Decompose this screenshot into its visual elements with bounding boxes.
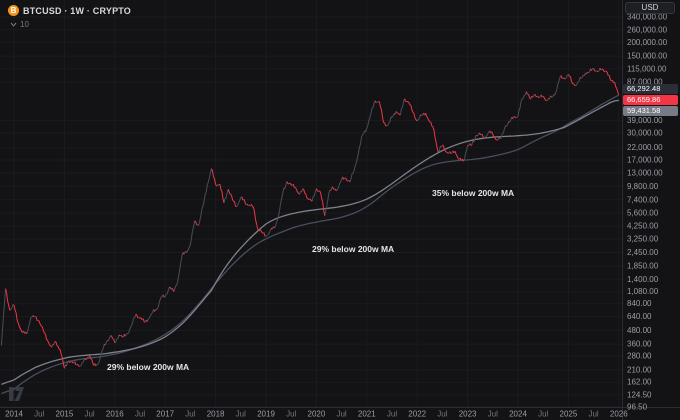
svg-text:Jul: Jul [387,410,397,419]
svg-text:840.00: 840.00 [627,299,652,308]
time-scale[interactable] [0,407,680,420]
svg-text:2020: 2020 [308,410,326,419]
svg-text:7,400.00: 7,400.00 [627,195,659,204]
svg-text:1,400.00: 1,400.00 [627,275,659,284]
svg-text:2015: 2015 [56,410,74,419]
svg-text:2019: 2019 [257,410,275,419]
svg-text:13,000.00: 13,000.00 [627,168,663,177]
indicator-legend[interactable]: 10 [10,20,29,29]
svg-text:210.00: 210.00 [627,365,652,374]
svg-text:280.00: 280.00 [627,352,652,361]
ma-fast-value-badge: 66,292.48 [623,84,678,94]
annotation-2019-drawdown: 29% below 200w MA [312,244,395,254]
svg-text:2024: 2024 [509,410,527,419]
tradingview-logo[interactable] [8,387,28,401]
svg-text:2018: 2018 [207,410,225,419]
svg-text:2014: 2014 [5,410,23,419]
svg-text:2023: 2023 [459,410,477,419]
svg-text:2022: 2022 [408,410,426,419]
svg-text:200,000.00: 200,000.00 [627,38,668,47]
svg-text:Jul: Jul [588,410,598,419]
bitcoin-icon: B [8,5,19,16]
symbol-title[interactable]: BTCUSD · 1W · CRYPTO [23,5,132,16]
svg-text:480.00: 480.00 [627,326,652,335]
svg-text:87,000.00: 87,000.00 [627,78,663,87]
svg-text:Jul: Jul [34,410,44,419]
ma-200w-value-badge: 59,431.58 [623,106,678,116]
svg-text:Jul: Jul [135,410,145,419]
svg-text:2,450.00: 2,450.00 [627,248,659,257]
svg-text:360.00: 360.00 [627,340,652,349]
svg-text:640.00: 640.00 [627,312,652,321]
svg-text:1,080.00: 1,080.00 [627,287,659,296]
last-price-badge: 66,659.86 [623,95,678,105]
svg-text:Jul: Jul [185,410,195,419]
svg-text:30,000.00: 30,000.00 [627,128,663,137]
svg-text:Jul: Jul [84,410,94,419]
svg-text:Jul: Jul [336,410,346,419]
svg-text:2016: 2016 [106,410,124,419]
svg-text:Jul: Jul [538,410,548,419]
annotation-2022-drawdown: 35% below 200w MA [432,188,515,198]
svg-text:3,250.00: 3,250.00 [627,235,659,244]
chevron-down-icon [10,22,17,27]
price-scale[interactable]: USD 66,292.48 66,659.86 59,431.58 [622,0,680,407]
svg-text:96.50: 96.50 [627,403,648,412]
svg-text:Jul: Jul [236,410,246,419]
indicator-legend-value: 10 [20,20,29,29]
svg-text:2017: 2017 [156,410,174,419]
currency-button[interactable]: USD [625,2,675,14]
svg-text:260,000.00: 260,000.00 [627,25,668,34]
svg-text:Jul: Jul [286,410,296,419]
svg-text:2026: 2026 [610,410,628,419]
svg-text:115,000.00: 115,000.00 [627,64,667,73]
svg-text:39,000.00: 39,000.00 [627,116,663,125]
symbol-header: B BTCUSD · 1W · CRYPTO [8,5,131,16]
svg-text:9,800.00: 9,800.00 [627,182,659,191]
svg-text:5,600.00: 5,600.00 [627,209,659,218]
svg-text:2025: 2025 [560,410,578,419]
svg-text:Jul: Jul [488,410,498,419]
svg-text:Jul: Jul [437,410,447,419]
svg-text:22,000.00: 22,000.00 [627,143,663,152]
svg-text:340,000.00: 340,000.00 [627,13,668,22]
svg-text:1,850.00: 1,850.00 [627,262,659,271]
svg-text:2021: 2021 [358,410,376,419]
svg-text:17,000.00: 17,000.00 [627,156,663,165]
svg-text:150,000.00: 150,000.00 [627,52,668,61]
annotation-2015-drawdown: 29% below 200w MA [107,362,190,372]
svg-text:4,250.00: 4,250.00 [627,222,659,231]
svg-text:124.50: 124.50 [627,390,652,399]
svg-text:162.00: 162.00 [627,378,652,387]
